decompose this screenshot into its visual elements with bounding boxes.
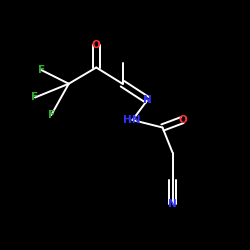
Text: N: N	[168, 199, 177, 209]
Text: N: N	[143, 95, 152, 105]
Text: F: F	[38, 65, 45, 75]
Text: F: F	[32, 92, 38, 102]
Text: F: F	[48, 110, 55, 120]
Text: O: O	[92, 40, 100, 50]
Text: HN: HN	[122, 115, 140, 125]
Text: O: O	[178, 115, 187, 125]
